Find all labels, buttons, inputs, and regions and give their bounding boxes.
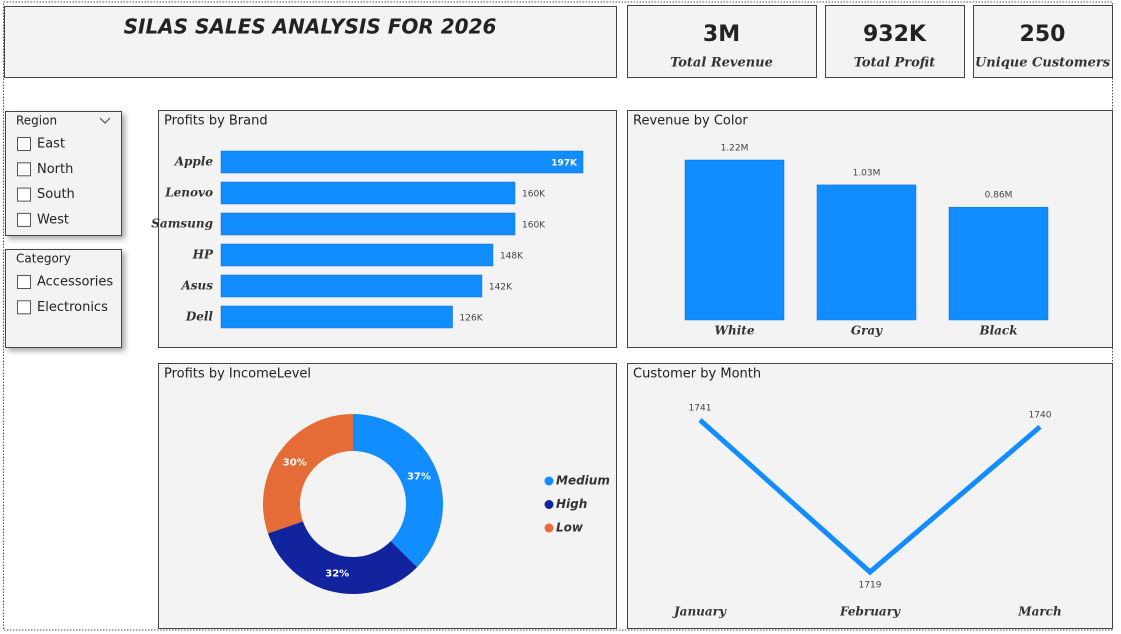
title-box: [4, 6, 617, 78]
x-tick-label: Gray: [851, 324, 883, 338]
checkbox[interactable]: [17, 187, 31, 202]
y-tick-label: Apple: [174, 155, 214, 169]
data-label: 1.03M: [853, 168, 881, 178]
checkbox[interactable]: [17, 137, 31, 151]
slicer-title: Category: [16, 252, 71, 266]
data-label: 148K: [500, 252, 524, 262]
data-label: 37%: [407, 471, 431, 482]
kpi-label: Total Revenue: [670, 56, 773, 71]
bar: [684, 159, 785, 321]
data-label: 30%: [283, 458, 307, 469]
slicer-item[interactable]: South: [37, 187, 75, 202]
kpi-value: 3M: [703, 22, 740, 47]
x-tick-label: February: [839, 605, 901, 619]
donut-slice: [262, 414, 353, 534]
legend-label: Medium: [556, 474, 610, 488]
slicer-item[interactable]: North: [37, 162, 73, 177]
x-tick-label: Black: [978, 324, 1017, 338]
data-label: 160K: [522, 190, 546, 200]
kpi-card: [825, 5, 965, 78]
x-tick-label: January: [672, 605, 727, 619]
y-tick-label: HP: [192, 248, 214, 262]
content: 3M Total Revenue 932K Total Profit 250 Unique…: [5, 5, 1113, 629]
bar: [220, 243, 494, 267]
legend-swatch: [544, 523, 554, 533]
bar: [220, 305, 453, 329]
bar: [220, 212, 516, 236]
data-label: 1.22M: [721, 144, 749, 154]
donut-slice: [353, 414, 444, 568]
checkbox[interactable]: [17, 162, 31, 177]
slicer-item[interactable]: East: [37, 137, 65, 152]
data-label: 32%: [325, 569, 349, 580]
x-tick-label: March: [1017, 605, 1061, 619]
data-label: 0.86M: [985, 191, 1013, 201]
chart-title: Customer by Month: [633, 367, 761, 382]
bar: [220, 181, 516, 205]
data-label: 160K: [522, 221, 546, 231]
y-tick-label: Lenovo: [164, 186, 213, 200]
chart-panel: [627, 363, 1113, 629]
kpi-card: [627, 5, 817, 78]
y-tick-label: Dell: [185, 310, 214, 324]
checkbox[interactable]: [17, 212, 31, 227]
chart-panel: [158, 363, 617, 629]
kpi-value: 250: [1020, 22, 1066, 47]
data-label: 1719: [859, 581, 882, 591]
checkbox[interactable]: [17, 275, 31, 289]
data-label: 1740: [1029, 410, 1052, 420]
x-tick-label: White: [715, 324, 755, 338]
kpi-value: 932K: [863, 22, 927, 47]
checkbox[interactable]: [17, 300, 31, 315]
y-tick-label: Asus: [180, 279, 213, 293]
bar: [816, 184, 917, 321]
data-label: 142K: [489, 283, 513, 293]
slicer-item[interactable]: Electronics: [37, 300, 108, 315]
kpi-label: Total Profit: [854, 56, 936, 71]
legend-swatch: [544, 476, 554, 486]
donut-slice: [267, 521, 418, 594]
slicer-item[interactable]: Accessories: [37, 275, 113, 290]
slicer-item[interactable]: West: [37, 212, 69, 227]
bar: [948, 206, 1049, 321]
chart-title: Profits by IncomeLevel: [164, 367, 311, 382]
bar: [220, 274, 483, 298]
chart-title: Revenue by Color: [633, 114, 748, 129]
kpi-label: Unique Customers: [975, 56, 1111, 71]
legend-label: Low: [556, 521, 584, 535]
slicer: [5, 249, 122, 348]
data-label: 126K: [460, 314, 484, 324]
data-label: 1741: [689, 404, 712, 414]
legend-label: High: [556, 497, 587, 511]
y-tick-label: Samsung: [151, 217, 213, 231]
kpi-card: [973, 5, 1113, 78]
chart-title: Profits by Brand: [164, 114, 268, 129]
dashboard-title: SILAS SALES ANALYSIS FOR 2026: [124, 15, 497, 39]
bar: [220, 150, 584, 174]
dropdown-chevron: [99, 117, 111, 124]
line: [698, 418, 1042, 576]
legend-swatch: [544, 500, 554, 509]
data-label: 197K: [551, 159, 578, 169]
slicer-title: Region: [16, 114, 57, 128]
